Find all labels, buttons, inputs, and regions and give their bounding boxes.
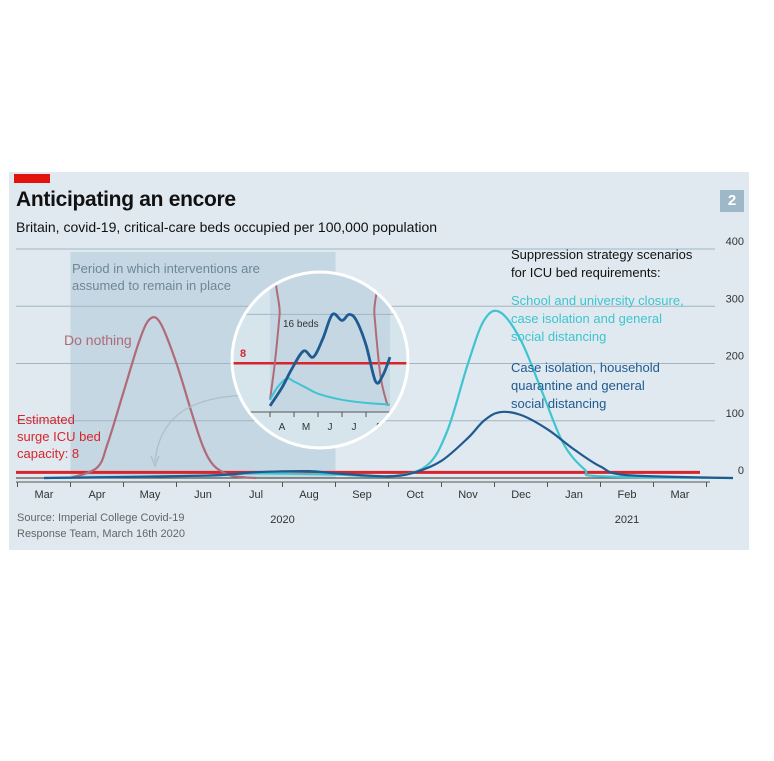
x-tick-label: May (140, 489, 161, 501)
arrow-head-icon (150, 455, 160, 468)
x-tick-label: Mar (671, 489, 690, 501)
inset-annotation: 16 beds (283, 319, 319, 330)
y-tick-label: 400 (726, 236, 744, 248)
inset-shade (270, 272, 390, 412)
x-tick-label: Mar (35, 489, 54, 501)
inset-series-line-2 (268, 312, 392, 407)
inset-x-tick-label: J (352, 422, 357, 433)
x-tick-label: Jan (565, 489, 583, 501)
x-tick-label: Feb (618, 489, 637, 501)
x-tick-label: Sep (352, 489, 372, 501)
inset-capacity-label: 8 (240, 348, 246, 360)
legend-school-closure: School and university closure, case isola… (511, 293, 684, 344)
x-tick-label: Jul (249, 489, 263, 501)
inset-connector (154, 394, 256, 463)
y-tick-label: 100 (726, 408, 744, 420)
series-line-2 (43, 410, 734, 480)
intervention-period-label: Period in which interventions are assumed… (72, 261, 260, 293)
inset-x-tick-label: J (328, 422, 333, 433)
x-tick-label: Aug (299, 489, 319, 501)
year-label: 2021 (615, 514, 639, 526)
source-note: Source: Imperial College Covid-19 Respons… (17, 512, 185, 540)
figure-number-badge: 2 (720, 190, 744, 212)
year-label: 2020 (270, 514, 294, 526)
legend-household: Case isolation, household quarantine and … (511, 360, 660, 411)
inset-series-line-1 (269, 377, 391, 406)
inset-x-tick-label: A (279, 422, 286, 433)
brand-red-tag (14, 174, 50, 183)
x-tick-label: Dec (511, 489, 531, 501)
y-tick-label: 300 (726, 293, 744, 305)
capacity-label: Estimated surge ICU bed capacity: 8 (17, 412, 101, 461)
series-label-do-nothing: Do nothing (64, 332, 132, 348)
inset-series-line-0 (269, 272, 389, 407)
chart-subtitle: Britain, covid-19, critical-care beds oc… (16, 219, 438, 235)
inset-x-tick-label: M (302, 422, 310, 433)
x-tick-label: Jun (194, 489, 212, 501)
inset-border (230, 270, 410, 450)
x-tick-label: Nov (458, 489, 478, 501)
y-tick-label: 200 (726, 351, 744, 363)
series-line-1 (43, 309, 734, 480)
x-tick-label: Oct (406, 489, 423, 501)
y-tick-label: 0 (738, 465, 744, 477)
x-tick-label: Apr (88, 489, 105, 501)
legend-heading: Suppression strategy scenarios for ICU be… (511, 247, 693, 280)
chart-title: Anticipating an encore (16, 188, 236, 211)
